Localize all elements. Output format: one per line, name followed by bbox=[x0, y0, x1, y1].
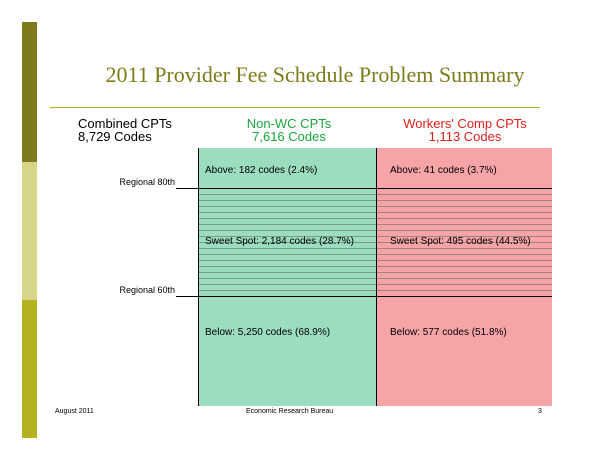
accent-bar-top bbox=[22, 22, 37, 162]
footer-organization: Economic Research Bureau bbox=[246, 408, 334, 415]
combined-count: 8,729 Codes bbox=[78, 129, 152, 144]
non-wc-below-text: Below: 5,250 codes (68.9%) bbox=[205, 327, 331, 338]
wc-header: Workers' Comp CPTs 1,113 Codes bbox=[378, 117, 552, 143]
non-wc-count: 7,616 Codes bbox=[252, 129, 326, 144]
non-wc-label: Non-WC CPTs bbox=[246, 116, 332, 131]
slide-title: 2011 Provider Fee Schedule Problem Summa… bbox=[105, 62, 525, 87]
wc-count: 1,113 Codes bbox=[428, 129, 502, 144]
wc-above-text: Above: 41 codes (3.7%) bbox=[390, 165, 497, 176]
regional-80th-label: Regional 80th bbox=[119, 177, 175, 187]
left-axis-line bbox=[198, 148, 199, 406]
footer-page-number: 3 bbox=[538, 408, 542, 415]
title-divider bbox=[50, 107, 540, 108]
wc-label: Workers' Comp CPTs bbox=[403, 116, 527, 131]
non-wc-above-text: Above: 182 codes (2.4%) bbox=[205, 165, 318, 176]
non-wc-header: Non-WC CPTs 7,616 Codes bbox=[202, 117, 376, 143]
accent-bar-bottom bbox=[22, 300, 37, 438]
footer-date: August 2011 bbox=[55, 408, 94, 415]
regional-60th-label: Regional 60th bbox=[119, 285, 175, 295]
regional-60th-line bbox=[176, 296, 552, 297]
combined-label: Combined CPTs bbox=[78, 116, 172, 131]
accent-bar-middle bbox=[22, 162, 37, 300]
sweet-spot-band bbox=[199, 188, 552, 296]
combined-header: Combined CPTs 8,729 Codes bbox=[78, 117, 208, 143]
wc-sweet-spot-text: Sweet Spot: 495 codes (44.5%) bbox=[390, 236, 531, 247]
regional-80th-line bbox=[176, 188, 552, 189]
column-divider bbox=[376, 148, 377, 406]
wc-below-text: Below: 577 codes (51.8%) bbox=[390, 327, 507, 338]
non-wc-sweet-spot-text: Sweet Spot: 2,184 codes (28.7%) bbox=[205, 236, 354, 247]
